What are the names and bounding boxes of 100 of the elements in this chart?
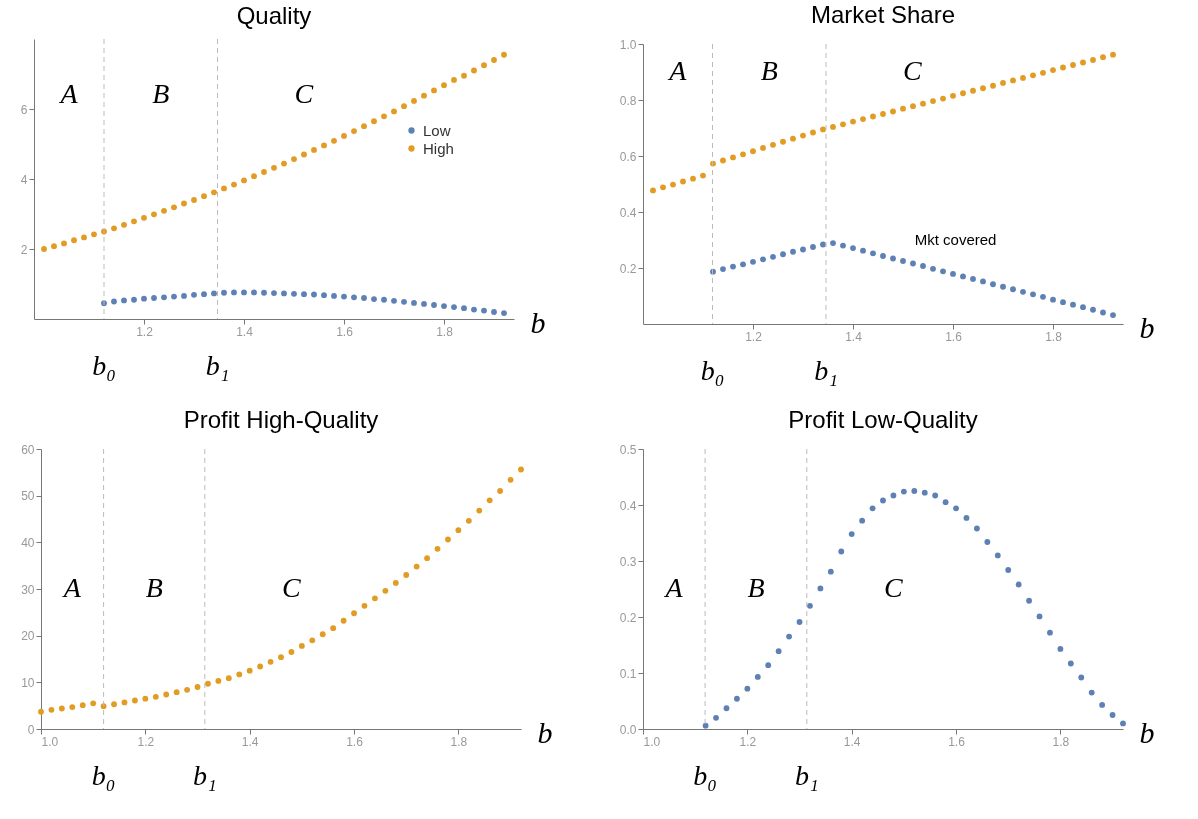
point bbox=[201, 193, 207, 200]
point bbox=[790, 248, 796, 255]
point bbox=[984, 539, 991, 545]
point bbox=[650, 187, 656, 194]
point bbox=[720, 266, 726, 273]
point bbox=[1100, 309, 1106, 316]
point bbox=[211, 290, 217, 297]
point bbox=[141, 295, 147, 302]
point bbox=[840, 242, 846, 249]
y-tick-label: 20 bbox=[21, 629, 35, 644]
point bbox=[267, 658, 274, 665]
point bbox=[163, 691, 170, 698]
point bbox=[151, 211, 157, 218]
y-tick-label: 50 bbox=[21, 489, 35, 504]
point bbox=[770, 253, 776, 260]
x-tick-label: 1.8 bbox=[1052, 734, 1070, 749]
point bbox=[1040, 69, 1046, 76]
point bbox=[1010, 77, 1016, 84]
point bbox=[860, 116, 866, 122]
point bbox=[471, 67, 477, 74]
point bbox=[1030, 72, 1036, 79]
point bbox=[251, 289, 257, 296]
x-tick-label: 1.6 bbox=[945, 329, 963, 344]
annotation: A bbox=[58, 78, 79, 109]
point bbox=[1100, 54, 1106, 61]
point bbox=[434, 545, 441, 552]
x-tick-label: 1.4 bbox=[843, 734, 861, 749]
annotation: B bbox=[152, 78, 170, 109]
y-tick-label: 40 bbox=[21, 535, 35, 550]
y-tick-label: 4 bbox=[20, 172, 28, 187]
point bbox=[940, 95, 946, 102]
point bbox=[121, 297, 127, 304]
point bbox=[257, 663, 264, 670]
ref-line-label: b₁ bbox=[814, 355, 838, 386]
point bbox=[486, 497, 493, 504]
point bbox=[455, 527, 462, 534]
x-tick-label: 1.0 bbox=[41, 734, 59, 749]
point bbox=[121, 221, 127, 228]
point bbox=[1047, 629, 1053, 636]
point bbox=[451, 304, 457, 311]
point bbox=[278, 654, 284, 661]
point bbox=[890, 255, 896, 262]
y-tick-label: 0.2 bbox=[619, 610, 637, 625]
chart-title: Profit Low-Quality bbox=[788, 406, 978, 433]
y-tick-label: 1.0 bbox=[619, 37, 637, 52]
point bbox=[111, 701, 117, 708]
point bbox=[71, 237, 77, 244]
point bbox=[151, 295, 157, 301]
point bbox=[121, 699, 128, 706]
point bbox=[734, 695, 740, 702]
x-tick-label: 1.2 bbox=[739, 734, 757, 749]
y-tick-label: 2 bbox=[20, 242, 28, 257]
annotation: C bbox=[294, 78, 314, 109]
point bbox=[131, 218, 137, 225]
point bbox=[288, 649, 295, 655]
point bbox=[161, 207, 167, 214]
point bbox=[205, 680, 211, 687]
point bbox=[1050, 67, 1056, 73]
point bbox=[1099, 702, 1106, 708]
x-tick-label: 1.2 bbox=[137, 734, 155, 749]
chart-title: Quality bbox=[236, 1, 312, 29]
point bbox=[431, 87, 437, 94]
point bbox=[319, 631, 326, 638]
point bbox=[215, 678, 222, 684]
point bbox=[970, 87, 976, 94]
annotation: B bbox=[747, 572, 765, 603]
point bbox=[48, 706, 55, 713]
annotation: B bbox=[760, 55, 778, 86]
point bbox=[411, 98, 417, 104]
point bbox=[810, 244, 816, 250]
point bbox=[1000, 80, 1006, 86]
annotation: A bbox=[667, 55, 688, 86]
point bbox=[191, 291, 197, 298]
point bbox=[680, 178, 686, 185]
point bbox=[870, 250, 876, 257]
point bbox=[800, 246, 806, 253]
point bbox=[481, 62, 487, 69]
point bbox=[713, 714, 719, 721]
point bbox=[960, 273, 966, 280]
point bbox=[817, 585, 824, 592]
x-tick-label: 1.8 bbox=[436, 324, 454, 339]
x-axis-title: b bbox=[1139, 310, 1155, 344]
x-tick-label: 1.6 bbox=[948, 734, 966, 749]
point bbox=[740, 261, 746, 268]
annotation: A bbox=[663, 572, 684, 603]
point bbox=[141, 214, 147, 221]
point bbox=[700, 172, 706, 179]
annotation: B bbox=[145, 572, 163, 603]
point bbox=[690, 175, 696, 182]
point bbox=[38, 708, 44, 715]
point bbox=[1070, 301, 1076, 308]
point bbox=[281, 290, 287, 297]
point bbox=[750, 148, 756, 155]
point bbox=[231, 289, 237, 296]
x-tick-label: 1.4 bbox=[845, 329, 863, 344]
point bbox=[830, 240, 836, 246]
point bbox=[1036, 613, 1043, 620]
point bbox=[471, 306, 477, 313]
point bbox=[171, 293, 177, 300]
point bbox=[900, 258, 906, 264]
